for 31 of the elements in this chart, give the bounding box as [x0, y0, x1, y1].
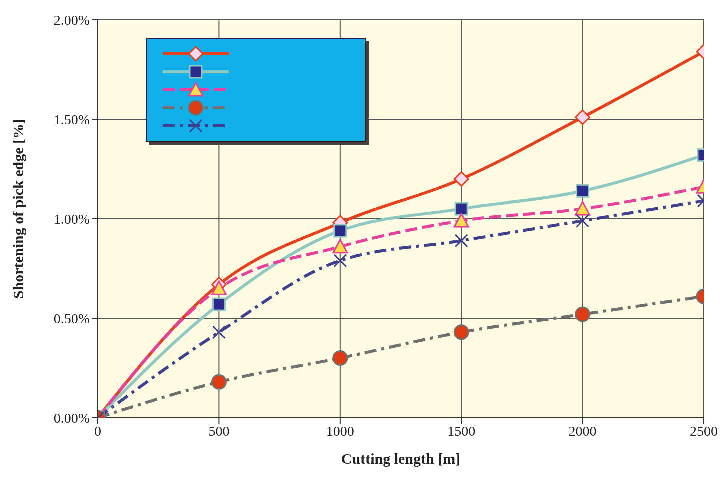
- point: [212, 298, 226, 312]
- y-tick-label: 0.50%: [54, 311, 90, 326]
- point: [454, 171, 470, 187]
- point: [211, 374, 227, 390]
- point: [454, 202, 468, 216]
- point: [334, 254, 348, 268]
- point: [332, 239, 348, 254]
- point: [454, 213, 470, 228]
- x-axis-title: Cutting length [m]: [341, 451, 461, 467]
- y-tick-label: 1.00%: [54, 212, 90, 227]
- point: [575, 201, 591, 216]
- point: [334, 224, 348, 238]
- x-tick-label: 0: [94, 424, 102, 439]
- x-tick-label: 2500: [690, 424, 718, 439]
- x-tick-label: 500: [208, 424, 230, 439]
- x-tick-label: 2000: [568, 424, 597, 439]
- point: [211, 280, 227, 296]
- point: [212, 326, 226, 340]
- y-tick-label: 1.50%: [54, 112, 90, 128]
- point: [332, 350, 348, 366]
- point: [576, 214, 590, 228]
- point: [454, 324, 470, 340]
- y-axis-title: Shortening of pick edge [%]: [10, 119, 26, 299]
- point: [575, 110, 591, 126]
- y-tick-label: 2.00%: [54, 12, 90, 28]
- x-tick-label: 1000: [326, 424, 354, 439]
- point: [576, 184, 590, 198]
- x-tick-label: 1500: [448, 424, 476, 439]
- point: [454, 234, 468, 248]
- y-tick-label: 0.00%: [54, 410, 90, 426]
- point: [575, 306, 591, 322]
